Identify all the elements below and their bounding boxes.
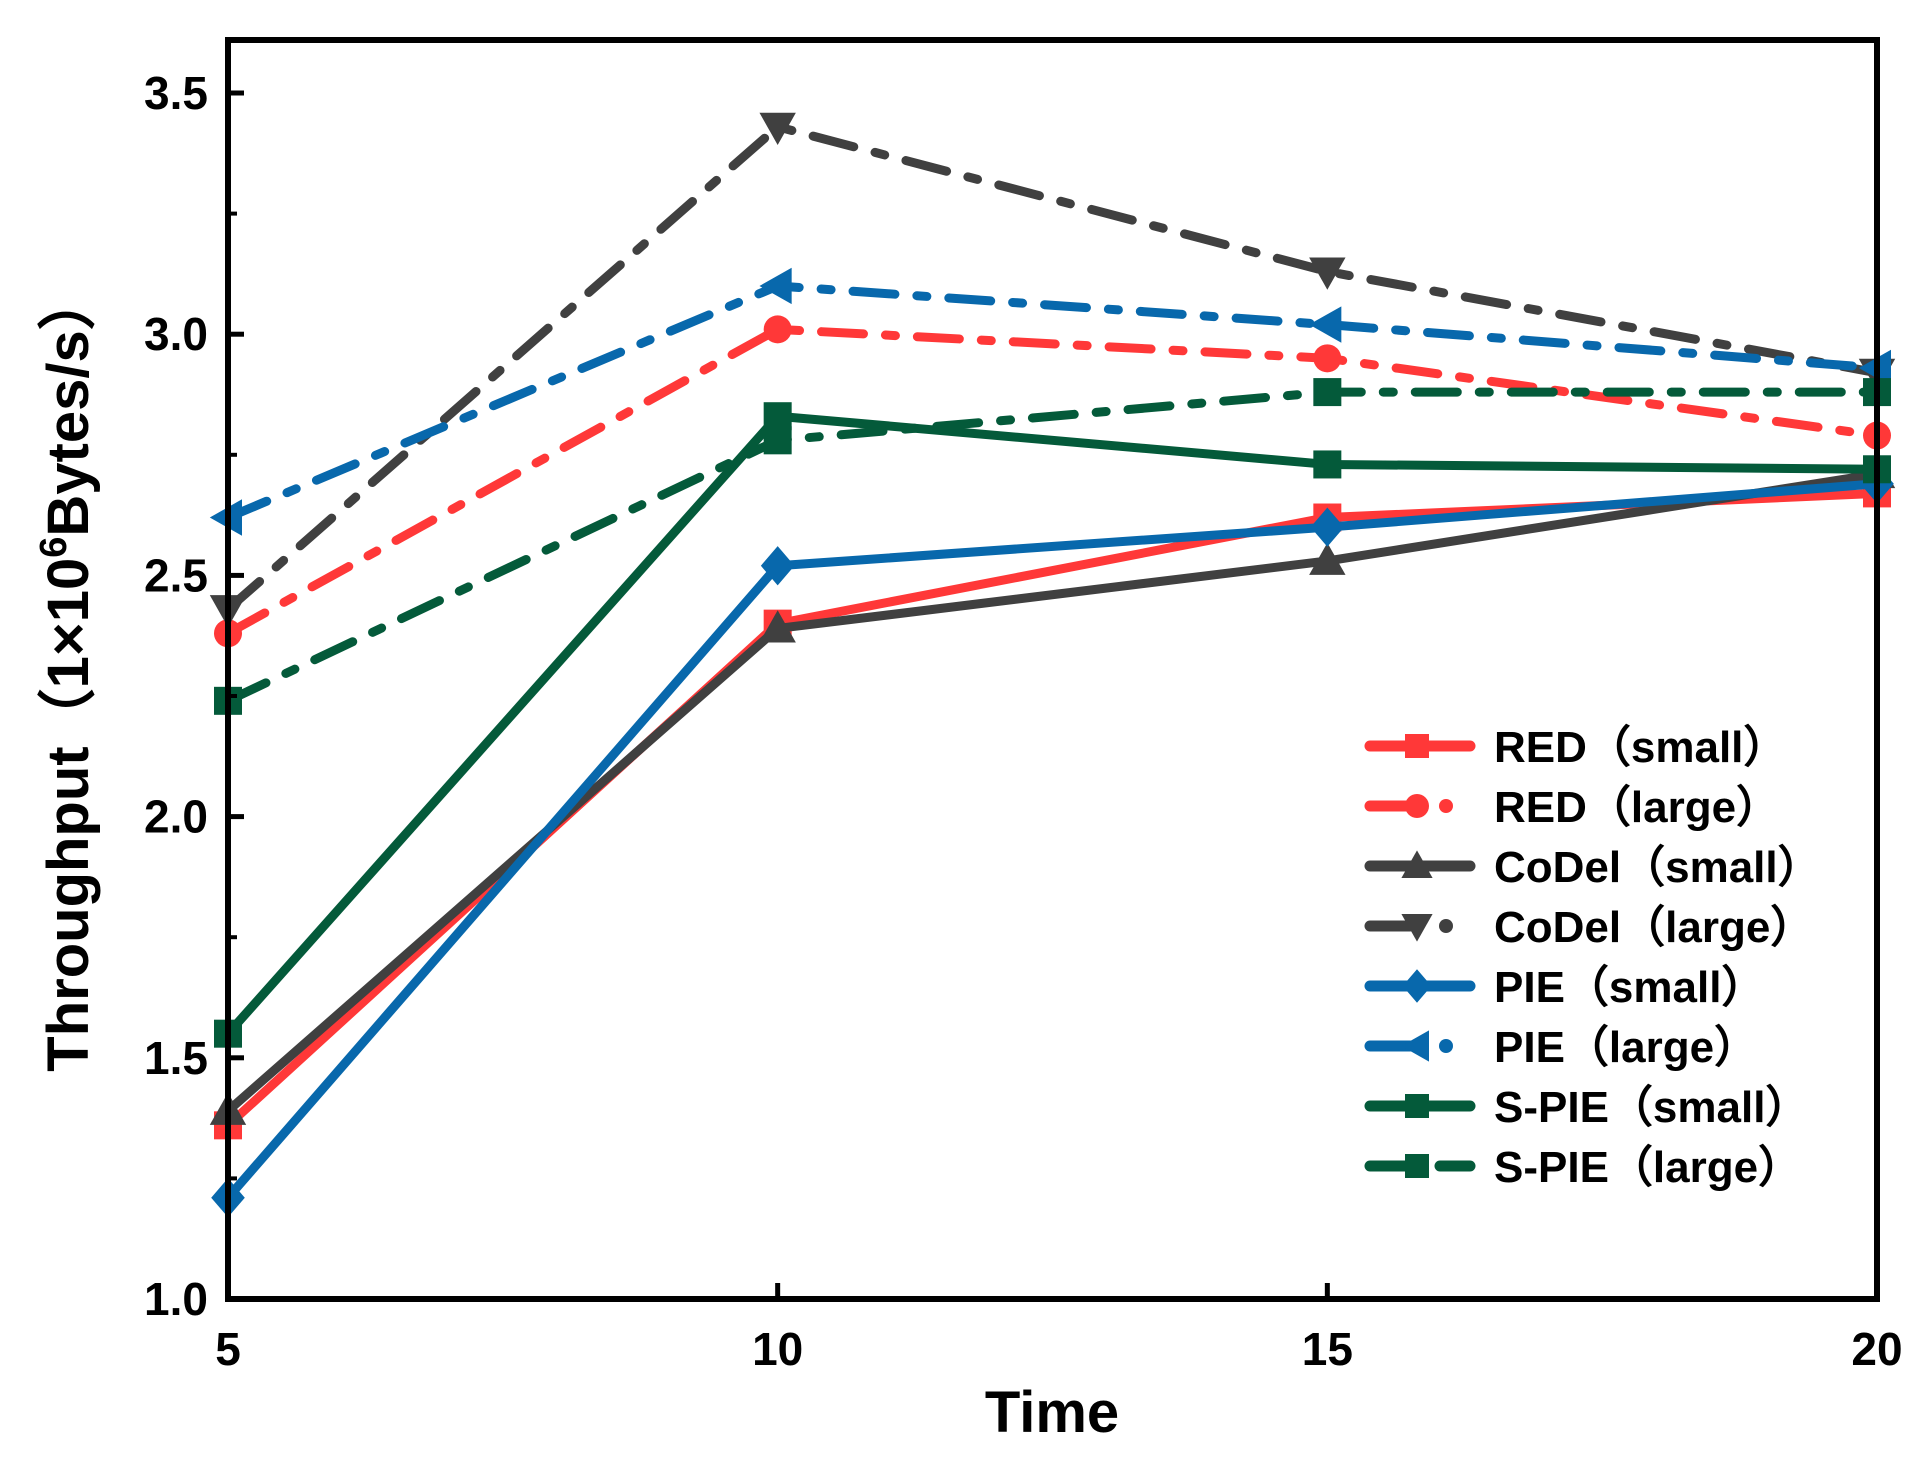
x-tick-label: 20 (1851, 1323, 1902, 1375)
marker-triangle-left (1309, 306, 1342, 343)
legend-item: CoDel（large） (1364, 903, 1814, 952)
legend-label: PIE（large） (1494, 1023, 1758, 1072)
marker-triangle-down (759, 112, 796, 145)
series-layer (209, 112, 1896, 1218)
marker-square (1313, 450, 1342, 479)
series-line (223, 387, 1882, 706)
y-tick-label: 3.5 (144, 67, 208, 119)
legend-item: S-PIE（small） (1364, 1083, 1809, 1132)
marker-circle (1313, 344, 1342, 373)
legend: RED（small） RED（large） CoDel（small） CoDel（la… (1364, 723, 1822, 1192)
legend-item: PIE（large） (1364, 1023, 1758, 1072)
legend-label: S-PIE（large） (1494, 1143, 1802, 1192)
y-tick-label: 3.0 (144, 308, 208, 360)
marker-square (763, 426, 792, 455)
legend-dot (1439, 919, 1453, 933)
legend-item: S-PIE（large） (1364, 1143, 1802, 1192)
marker-triangle-down (1309, 257, 1346, 290)
marker-circle (763, 315, 792, 344)
legend-label: CoDel（large） (1494, 903, 1814, 952)
y-tick-label: 2.0 (144, 791, 208, 843)
marker-square (1405, 1094, 1429, 1118)
marker-diamond (1310, 507, 1345, 547)
marker-diamond (1402, 969, 1432, 1003)
marker-triangle-up (759, 610, 796, 643)
series-pie-large (209, 267, 1891, 536)
series-line (223, 469, 1882, 1116)
series-red-large (214, 315, 1891, 648)
series-line (223, 324, 1882, 638)
marker-square (1405, 1154, 1429, 1178)
legend-label: S-PIE（small） (1494, 1083, 1809, 1132)
marker-circle (1405, 794, 1429, 818)
marker-triangle-down (1401, 914, 1433, 942)
marker-triangle-left (759, 267, 792, 305)
marker-diamond (760, 546, 795, 586)
marker-triangle-up (1401, 850, 1433, 878)
y-tick-label: 1.0 (144, 1273, 208, 1325)
series-line (223, 281, 1882, 523)
marker-triangle-left (1401, 1030, 1429, 1062)
marker-square (1405, 734, 1429, 758)
x-tick-label: 5 (215, 1323, 241, 1375)
series-line (223, 122, 1882, 614)
legend-item: CoDel（small） (1364, 843, 1822, 892)
series-s-pie-small (214, 402, 1891, 1048)
legend-dot (1439, 1039, 1453, 1053)
legend-label: RED（large） (1494, 783, 1780, 832)
legend-item: RED（small） (1364, 723, 1787, 772)
legend-dot (1439, 799, 1453, 813)
y-tick-label: 1.5 (144, 1032, 208, 1084)
legend-item: RED（large） (1364, 783, 1780, 832)
legend-label: CoDel（small） (1494, 843, 1822, 892)
y-axis-label: Throughput（1×106Bytes/s） (33, 272, 101, 1071)
y-tick-label: 2.5 (144, 549, 208, 601)
x-axis-label: Time (985, 1380, 1119, 1445)
x-tick-label: 15 (1302, 1323, 1353, 1375)
series-line (223, 411, 1882, 1039)
x-tick-label: 10 (752, 1323, 803, 1375)
legend-label: RED（small） (1494, 723, 1787, 772)
series-line (223, 479, 1882, 1203)
legend-item: PIE（small） (1364, 963, 1765, 1012)
plot-frame (225, 37, 1880, 1302)
legend-label: PIE（small） (1494, 963, 1765, 1012)
ticks-layer: 5 10 15 20 1.0 1.5 2.0 2.5 3.0 3.5 (144, 67, 1903, 1375)
marker-square (1313, 378, 1342, 407)
marker-square (763, 402, 792, 431)
marker-triangle-up (1309, 542, 1346, 575)
